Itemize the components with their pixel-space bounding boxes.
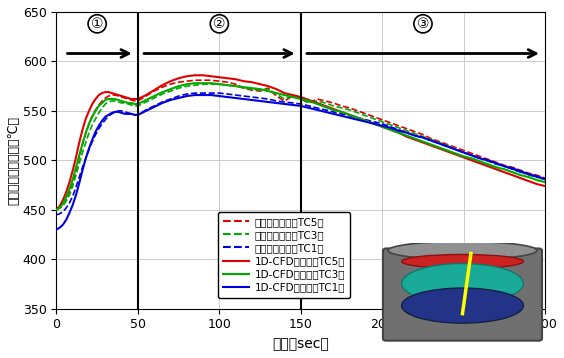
Ellipse shape: [402, 263, 523, 304]
Ellipse shape: [388, 241, 537, 260]
Text: 熱電対ツリー(TC): 熱電対ツリー(TC): [485, 282, 535, 291]
Ellipse shape: [402, 255, 523, 268]
Y-axis label: 熱電対ツリー温度（℃）: 熱電対ツリー温度（℃）: [7, 116, 20, 205]
Text: ③: ③: [417, 17, 429, 31]
Text: ①: ①: [91, 17, 103, 31]
FancyBboxPatch shape: [383, 248, 542, 341]
Legend: 実験値　　　（TC5）, 実験値　　　（TC3）, 実験値　　　（TC1）, 1D-CFDモデル（TC5）, 1D-CFDモデル（TC3）, 1D-CFDモデル: 実験値 （TC5）, 実験値 （TC3）, 実験値 （TC1）, 1D-CFDモ…: [218, 212, 350, 297]
X-axis label: 時間（sec）: 時間（sec）: [272, 337, 329, 351]
Text: ②: ②: [213, 17, 226, 31]
Ellipse shape: [402, 288, 523, 323]
